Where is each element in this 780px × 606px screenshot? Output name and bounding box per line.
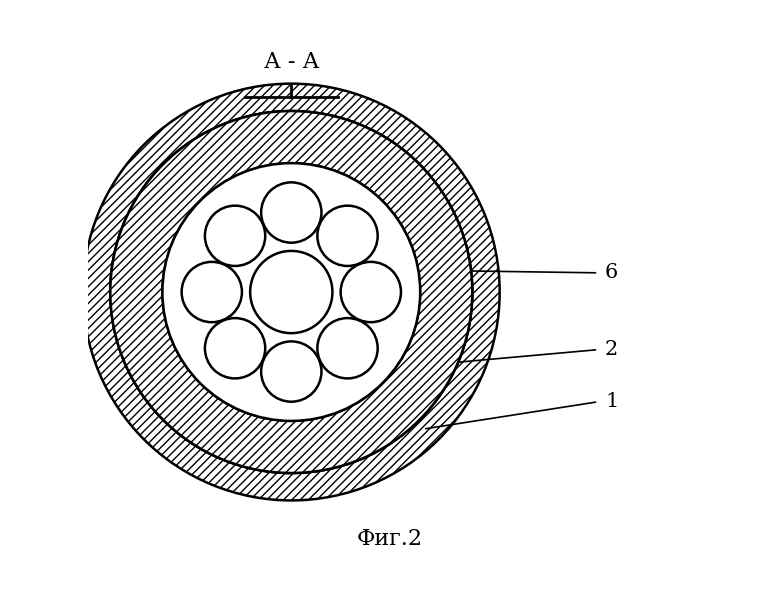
Circle shape [317,318,378,378]
Circle shape [341,262,401,322]
Circle shape [182,262,242,322]
Text: 6: 6 [605,264,619,282]
Circle shape [205,318,265,378]
Circle shape [317,205,378,266]
Text: 1: 1 [605,392,619,411]
Circle shape [261,182,321,242]
Text: 2: 2 [605,340,619,359]
Circle shape [250,251,332,333]
Circle shape [261,341,321,402]
Text: Фиг.2: Фиг.2 [357,528,423,550]
Text: А - А: А - А [264,51,319,73]
Circle shape [110,111,472,473]
Circle shape [205,205,265,266]
Circle shape [162,163,420,421]
